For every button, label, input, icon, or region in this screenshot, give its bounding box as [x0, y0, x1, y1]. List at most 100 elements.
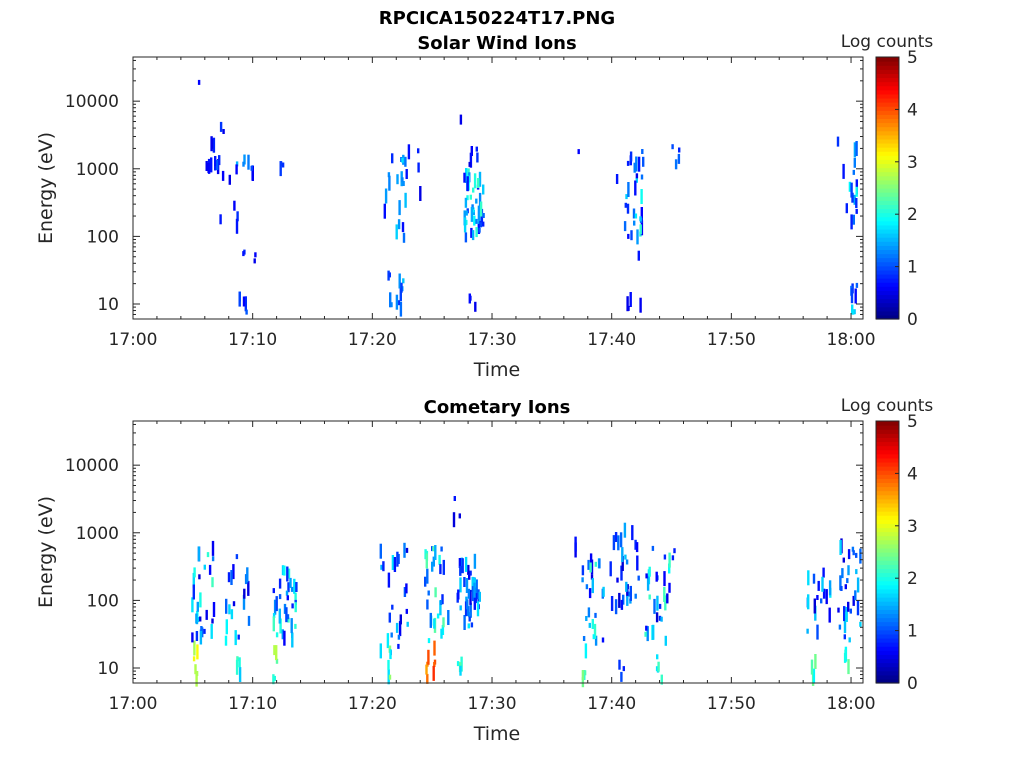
solar-wind-heatmap-cell — [197, 79, 201, 85]
cometary-heatmap-cell — [655, 666, 659, 672]
cometary-heatmap-cell — [198, 574, 201, 580]
cometary-heatmap-cell — [821, 576, 824, 592]
cometary-heatmap-cell — [432, 556, 435, 567]
solar-wind-heatmap-cell — [216, 160, 219, 170]
cometary-heatmap-cell — [426, 568, 429, 584]
cometary-heatmap-cell — [466, 599, 469, 610]
cometary-colorbar-segment — [876, 421, 899, 426]
cometary-colorbar-segment — [876, 592, 899, 598]
solar-wind-colorbar-segment — [876, 241, 899, 246]
solar-wind-heatmap-cell — [279, 161, 282, 177]
cometary-heatmap-cell — [467, 588, 471, 599]
cometary-heatmap-cell — [656, 595, 659, 611]
solar-wind-heatmap-cell — [615, 174, 619, 184]
solar-wind-heatmap-cell — [221, 170, 225, 181]
cometary-colorbar-segment — [876, 457, 899, 463]
cometary-heatmap-cell — [594, 561, 597, 567]
solar-wind-heatmap-cell — [459, 114, 463, 125]
cometary-heatmap-cell — [469, 602, 472, 618]
solar-wind-heatmap-cell — [475, 198, 478, 204]
solar-wind-y-label: Energy (eV) — [35, 132, 57, 244]
cometary-heatmap-cell — [664, 595, 667, 611]
cometary-heatmap-cell — [591, 578, 594, 594]
cometary-colorbar-segment — [876, 445, 899, 451]
solar-wind-heatmap-cell — [479, 222, 483, 228]
solar-wind-heatmap-cell — [402, 181, 405, 186]
cometary-heatmap-cell — [648, 566, 651, 577]
cometary-heatmap-cell — [224, 635, 228, 646]
cometary-heatmap-cell — [291, 632, 294, 648]
solar-wind-heatmap-cell — [218, 155, 221, 166]
cometary-heatmap-cell — [272, 613, 276, 618]
cometary-colorbar-segment — [876, 637, 899, 643]
solar-wind-colorbar-segment — [876, 167, 899, 173]
cometary-heatmap-cell — [844, 649, 847, 660]
solar-wind-colorbar-segment — [876, 196, 899, 201]
cometary-title: Cometary Ions — [424, 397, 571, 418]
cometary-heatmap-cell — [658, 615, 662, 621]
cometary-heatmap-cell — [393, 557, 397, 572]
cometary-heatmap-cell — [199, 616, 202, 622]
cometary-heatmap-cell — [436, 613, 440, 619]
cometary-heatmap-cell — [841, 568, 844, 579]
solar-wind-colorbar-segment — [876, 257, 899, 263]
cometary-heatmap-cell — [844, 584, 847, 590]
cometary-colorbar-segment — [876, 506, 899, 512]
solar-wind-colorbar-tick-label: 1 — [907, 258, 918, 278]
cometary-colorbar-segment — [876, 588, 899, 594]
cometary-heatmap-cell — [477, 589, 480, 600]
cometary-heatmap-cell — [424, 576, 427, 587]
cometary-colorbar-segment — [876, 535, 899, 541]
cometary-colorbar-segment — [876, 560, 899, 565]
solar-wind-colorbar-segment — [876, 106, 899, 111]
cometary-heatmap-cell — [242, 594, 246, 610]
cometary-heatmap-cell — [459, 577, 462, 593]
cometary-heatmap-cell — [294, 592, 297, 603]
solar-wind-colorbar-segment — [876, 138, 899, 144]
cometary-heatmap-cell — [211, 540, 215, 556]
solar-wind-colorbar-segment — [876, 81, 899, 87]
cometary-heatmap-cell — [192, 656, 196, 662]
cometary-heatmap-cell — [429, 612, 432, 628]
solar-wind-heatmap-cell — [391, 153, 394, 164]
cometary-heatmap-cell — [273, 645, 276, 656]
cometary-heatmap-cell — [469, 589, 472, 605]
solar-wind-heatmap-cell — [482, 184, 485, 195]
solar-wind-heatmap-cell — [402, 278, 405, 284]
cometary-colorbar-segment — [876, 580, 899, 586]
solar-wind-colorbar-segment — [876, 224, 899, 230]
cometary-heatmap-cell — [840, 586, 843, 591]
solar-wind-heatmap-cell — [212, 137, 216, 153]
cometary-heatmap-cell — [442, 617, 445, 628]
cometary-heatmap-cell — [440, 628, 443, 639]
solar-wind-x-tick-label: 17:10 — [228, 330, 277, 350]
cometary-heatmap-cell — [583, 670, 587, 676]
cometary-colorbar-segment — [876, 584, 899, 590]
solar-wind-colorbar-segment — [876, 245, 899, 250]
cometary-heatmap-cell — [272, 616, 275, 632]
cometary-y-axis: 10 100 1000 10000 — [65, 423, 863, 684]
solar-wind-colorbar-segment — [876, 155, 899, 160]
cometary-heatmap-cell — [816, 624, 819, 640]
solar-wind-heatmap-cell — [233, 200, 236, 211]
cometary-heatmap-cell — [438, 554, 441, 565]
solar-wind-heatmap-cell — [471, 204, 474, 210]
solar-wind-heatmap-cell — [398, 273, 401, 289]
solar-wind-heatmap-cell — [464, 197, 468, 208]
cometary-heatmap-cell — [601, 637, 605, 643]
solar-wind-heatmap-cell — [640, 189, 643, 204]
solar-wind-heatmap-cell — [478, 171, 482, 187]
cometary-heatmap-cell — [634, 539, 637, 550]
cometary-heatmap-cell — [379, 543, 382, 559]
solar-wind-colorbar-segment — [876, 122, 899, 128]
cometary-heatmap-cell — [380, 564, 383, 570]
cometary-heatmap-cell — [386, 633, 390, 649]
solar-wind-heatmap-cell — [473, 173, 477, 189]
cometary-heatmap-cell — [459, 565, 462, 576]
cometary-heatmap-cell — [822, 567, 825, 578]
solar-wind-colorbar-segment — [876, 306, 899, 312]
solar-wind-heatmap-cell — [243, 154, 246, 165]
cometary-heatmap-cell — [644, 631, 647, 637]
cometary-heatmap-cell — [657, 661, 660, 672]
cometary-heatmap-cell — [581, 677, 585, 688]
